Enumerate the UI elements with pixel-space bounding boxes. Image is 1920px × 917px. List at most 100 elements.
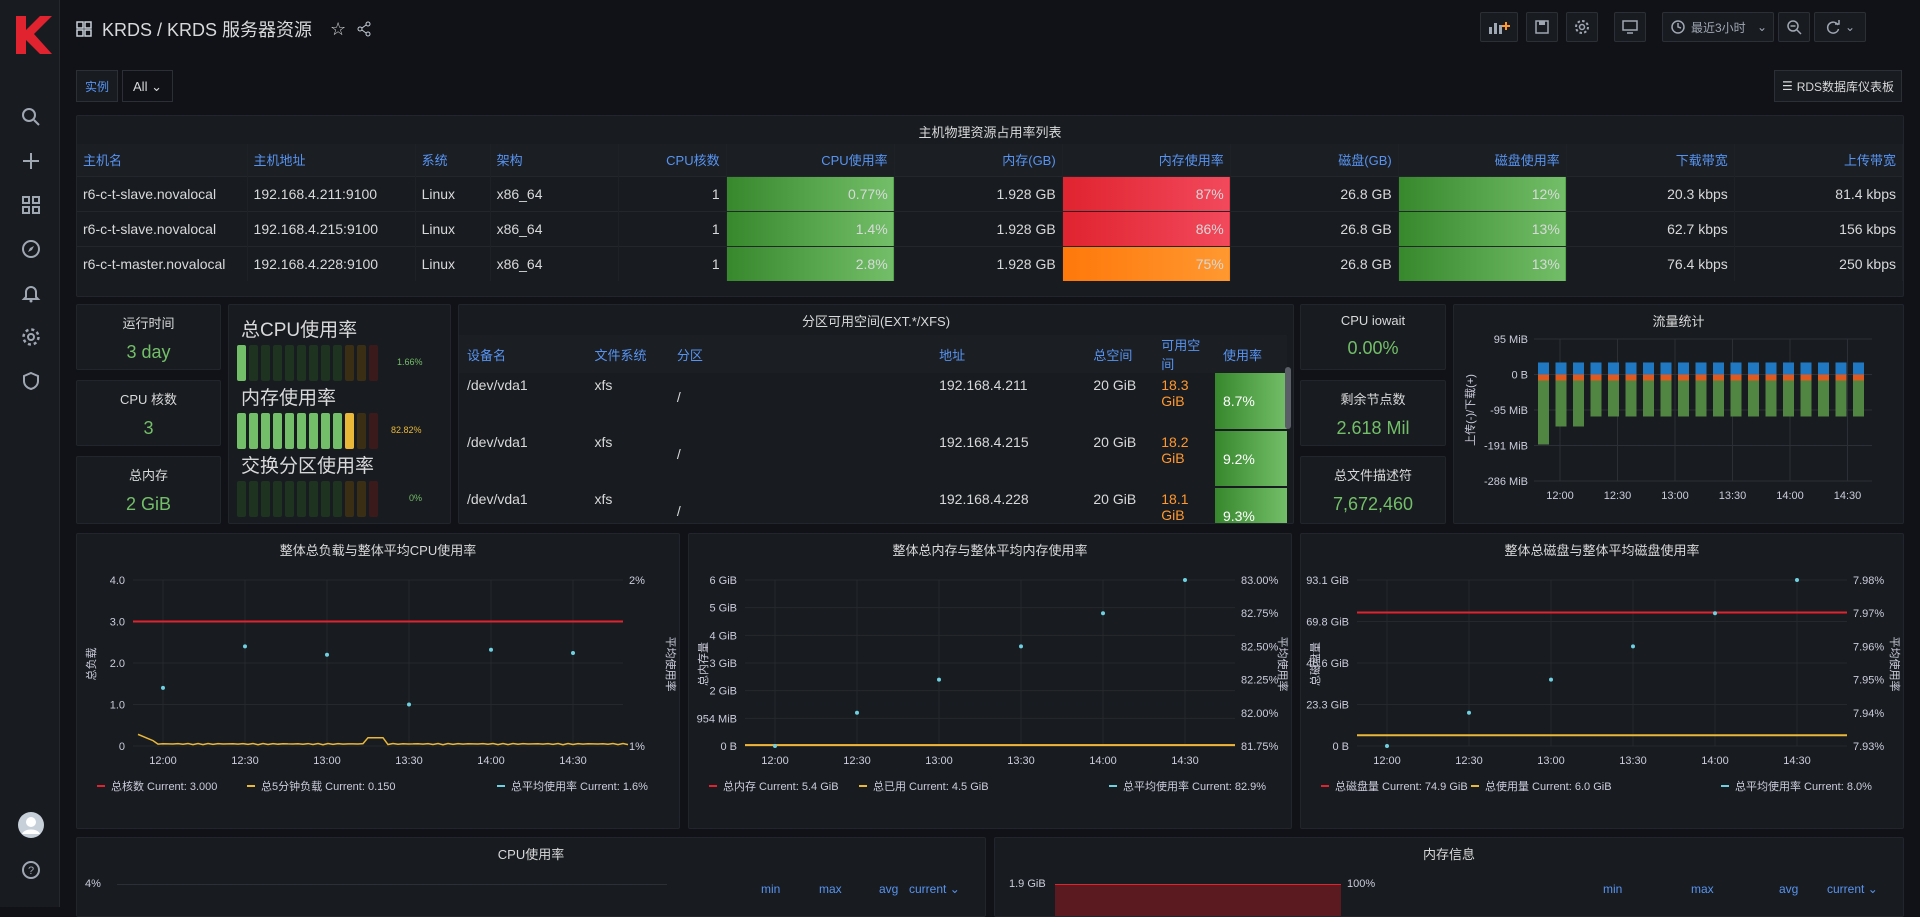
panel-title: 整体总负载与整体平均CPU使用率 xyxy=(279,543,477,558)
cell-fs: xfs xyxy=(594,434,613,450)
gauge-segment xyxy=(321,345,330,381)
column-header[interactable]: 设备名 xyxy=(459,335,587,373)
star-icon[interactable]: ☆ xyxy=(330,18,347,39)
memory-usage-gauge xyxy=(237,413,378,449)
column-header[interactable]: 文件系统 xyxy=(586,335,669,373)
column-header[interactable]: 架构 xyxy=(490,144,619,176)
cell-os: Linux xyxy=(415,210,491,246)
bar-download xyxy=(1660,362,1672,375)
gauge-segment xyxy=(321,413,330,449)
bar-download xyxy=(1835,362,1847,375)
swap-usage-gauge xyxy=(237,481,378,517)
bar-upload-a xyxy=(1783,374,1794,381)
y-axis-tick: 93.1 GiB xyxy=(1306,575,1349,587)
column-header[interactable]: 可用空间 xyxy=(1153,335,1215,373)
help-icon[interactable]: ? xyxy=(18,857,44,883)
x-axis-tick: 14:30 xyxy=(1783,755,1811,767)
column-header[interactable]: 使用率 xyxy=(1214,335,1287,373)
y2-axis-tick: 7.95% xyxy=(1853,675,1884,687)
bar-upload-b xyxy=(1730,380,1742,417)
scrollbar[interactable] xyxy=(1285,367,1291,429)
legend-avg[interactable]: avg xyxy=(1779,882,1799,896)
y-axis-tick: 23.3 GiB xyxy=(1306,700,1349,712)
gauge-segment xyxy=(237,481,246,517)
legend-avg[interactable]: avg xyxy=(879,882,899,896)
x-axis-tick: 13:00 xyxy=(313,755,341,767)
column-header[interactable]: 内存使用率 xyxy=(1062,144,1231,176)
gauge-segment xyxy=(261,413,270,449)
search-icon[interactable] xyxy=(18,104,44,130)
legend-min[interactable]: min xyxy=(761,882,781,896)
bar-upload-a xyxy=(1625,374,1637,381)
disk-chart: 93.1 GiB 69.8 GiB 46.6 GiB 23.3 GiB 0 B 7.98%… xyxy=(1306,575,1902,793)
shield-icon[interactable] xyxy=(18,368,44,394)
legend-current[interactable]: current ⌄ xyxy=(1827,882,1878,896)
cell-addr: 192.168.4.211 xyxy=(939,377,1028,393)
share-icon[interactable] xyxy=(356,21,372,37)
time-picker[interactable]: 最近3小时 ⌄ xyxy=(1662,12,1774,42)
gauge-segment xyxy=(249,413,258,449)
x-axis-tick: 13:30 xyxy=(395,755,423,767)
column-header[interactable]: 地址 xyxy=(931,335,1086,373)
column-header[interactable]: 内存(GB) xyxy=(894,144,1063,176)
series-point xyxy=(1795,578,1799,582)
column-header[interactable]: 主机地址 xyxy=(247,144,416,176)
tv-mode-button[interactable] xyxy=(1614,12,1646,42)
cell-mem: 1.928 GB xyxy=(894,210,1063,246)
column-header[interactable]: 系统 xyxy=(415,144,491,176)
instance-select[interactable]: All ⌄ xyxy=(122,70,173,102)
avatar[interactable] xyxy=(18,812,44,838)
column-header[interactable]: CPU使用率 xyxy=(726,144,895,176)
gauge-segment xyxy=(249,481,258,517)
column-header[interactable]: 下载带宽 xyxy=(1566,144,1735,176)
add-panel-button[interactable] xyxy=(1480,12,1518,42)
cell-mem: 1.928 GB xyxy=(894,245,1063,281)
chevron-down-icon: ⌄ xyxy=(1844,20,1856,34)
cell-cpu: 0.77% xyxy=(726,175,895,211)
dashboards-icon[interactable] xyxy=(18,192,44,218)
y-axis-tick: 2 GiB xyxy=(709,686,737,698)
cell-free: 18.1 GiB xyxy=(1161,491,1189,523)
column-header[interactable]: 总空间 xyxy=(1085,335,1154,373)
series-point xyxy=(571,651,575,656)
logo-icon[interactable] xyxy=(10,12,54,56)
cell-mem_pct: 87% xyxy=(1062,175,1231,211)
column-header[interactable]: CPU核数 xyxy=(618,144,727,176)
legend-current[interactable]: current ⌄ xyxy=(909,882,960,896)
compass-icon[interactable] xyxy=(18,236,44,262)
column-header[interactable]: 磁盘(GB) xyxy=(1230,144,1399,176)
column-header[interactable]: 分区 xyxy=(668,335,932,373)
cell-mount: / xyxy=(676,503,681,519)
bar-upload-a xyxy=(1695,374,1707,381)
rds-dashboard-link[interactable]: ☰ RDS数据库仪表板 xyxy=(1774,70,1902,102)
bell-icon[interactable] xyxy=(18,280,44,306)
gauge-segment xyxy=(237,413,246,449)
settings-button[interactable] xyxy=(1566,12,1598,42)
legend-max[interactable]: max xyxy=(819,882,842,896)
series-point xyxy=(1183,578,1187,582)
y2-axis-tick: 100% xyxy=(1347,878,1376,890)
gauge-segment xyxy=(309,413,318,449)
stat-label: 剩余节点数 xyxy=(1340,392,1406,407)
cell-disk: 26.8 GB xyxy=(1230,210,1399,246)
stat-label: 总文件描述符 xyxy=(1333,468,1412,483)
page-title[interactable]: KRDS / KRDS 服务器资源 xyxy=(102,20,313,40)
x-axis-tick: 12:00 xyxy=(1373,755,1401,767)
gear-icon[interactable] xyxy=(18,324,44,350)
instance-select-value: All xyxy=(133,79,148,94)
y2-axis-label: 平均使用率 xyxy=(1888,637,1902,692)
save-button[interactable] xyxy=(1526,12,1558,42)
zoom-out-button[interactable] xyxy=(1778,12,1810,42)
bar-upload-b xyxy=(1555,380,1567,427)
plus-icon[interactable] xyxy=(18,148,44,174)
column-header[interactable]: 上传带宽 xyxy=(1734,144,1903,176)
y-axis-tick: -191 MiB xyxy=(1484,441,1528,453)
bar-download xyxy=(1818,362,1829,375)
refresh-button[interactable]: ⌄ xyxy=(1814,12,1866,42)
column-header[interactable]: 磁盘使用率 xyxy=(1398,144,1567,176)
cell-mem_pct: 86% xyxy=(1062,210,1231,246)
bar-upload-a xyxy=(1538,374,1549,381)
legend-min[interactable]: min xyxy=(1603,882,1623,896)
column-header[interactable]: 主机名 xyxy=(77,144,248,176)
legend-max[interactable]: max xyxy=(1691,882,1714,896)
